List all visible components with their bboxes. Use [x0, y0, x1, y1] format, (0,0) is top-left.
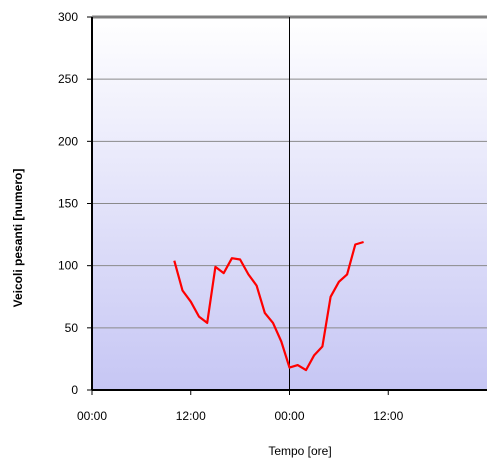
y-tick-label: 150	[58, 197, 78, 211]
y-tick-label: 100	[58, 259, 78, 273]
tick-labels: 0 50 100 150 200 250 300 00:00 12:00 00:00 12:00	[58, 10, 404, 423]
x-tick-label: 12:00	[373, 409, 403, 423]
x-tick-label: 00:00	[274, 409, 304, 423]
series-layer	[173, 240, 364, 372]
y-axis-title: Veicoli pesanti [numero]	[11, 169, 25, 308]
y-tick-label: 50	[65, 321, 79, 335]
series-line	[173, 240, 364, 372]
y-tick-label: 200	[58, 134, 78, 148]
x-tick-label: 12:00	[176, 409, 206, 423]
x-axis-title: Tempo [ore]	[268, 444, 331, 458]
axes	[87, 15, 487, 395]
y-tick-label: 250	[58, 72, 78, 86]
y-tick-label: 0	[71, 383, 78, 397]
y-tick-label: 300	[58, 10, 78, 24]
x-tick-label: 00:00	[77, 409, 107, 423]
